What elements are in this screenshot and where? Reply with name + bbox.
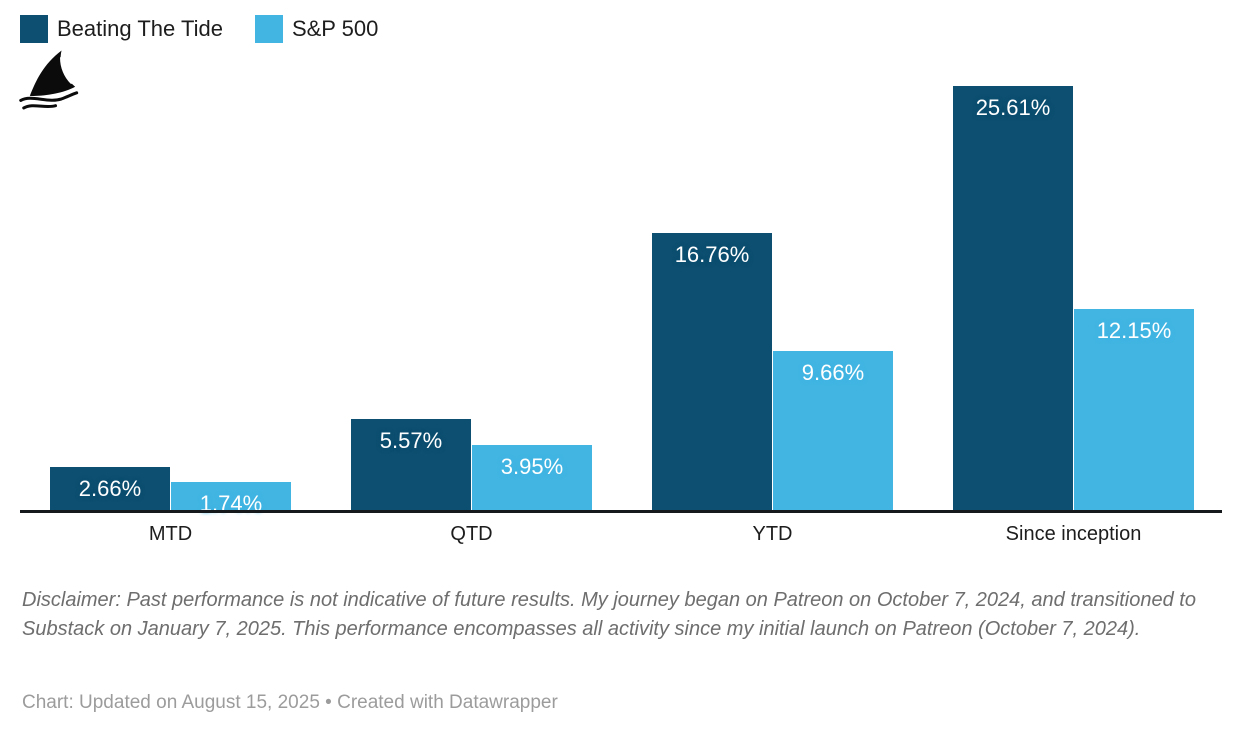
bar-sp500-ytd: 9.66% [773, 351, 893, 511]
bar-sp500-since-inception: 12.15% [1074, 309, 1194, 511]
bar-value-label: 1.74% [199, 491, 263, 516]
chart-footer-byline: Chart: Updated on August 15, 2025 • Crea… [22, 692, 558, 713]
legend-label-beating-the-tide: Beating The Tide [57, 16, 223, 41]
bar-sp500-mtd: 1.74% [171, 482, 291, 516]
plot-area: 2.66% 1.74% 5.57% 3.95% 16.76% 9.66% 25.61% 12.… [20, 86, 1222, 545]
bar-value-label: 9.66% [801, 360, 865, 385]
legend: Beating The Tide S&P 500 [20, 15, 378, 43]
legend-item-beating-the-tide: Beating The Tide [20, 15, 223, 43]
bar-beating-the-tide-mtd: 2.66% [50, 467, 170, 511]
legend-item-sp500: S&P 500 [254, 15, 379, 43]
x-axis-label-qtd: QTD [450, 523, 493, 545]
bar-sp500-qtd: 3.95% [472, 445, 592, 511]
bar-value-label: 25.61% [975, 95, 1051, 120]
bar-value-label: 3.95% [500, 454, 564, 479]
bar-value-label: 5.57% [379, 428, 443, 453]
bar-value-label: 12.15% [1096, 318, 1172, 343]
legend-swatch-dark-blue [20, 15, 48, 43]
legend-label-sp500: S&P 500 [291, 16, 379, 41]
disclaimer-text: Disclaimer: Past performance is not indi… [22, 589, 1196, 640]
x-axis-line [20, 510, 1222, 513]
bar-value-label: 16.76% [674, 242, 750, 267]
x-axis-label-ytd: YTD [752, 523, 793, 545]
bar-beating-the-tide-qtd: 5.57% [351, 419, 471, 511]
bar-beating-the-tide-since-inception: 25.61% [953, 86, 1073, 511]
bar-beating-the-tide-ytd: 16.76% [652, 233, 772, 511]
legend-swatch-light-blue [254, 15, 283, 43]
shark-fin-icon [14, 46, 94, 114]
x-axis-label-mtd: MTD [148, 523, 193, 545]
x-axis-label-since-inception: Since inception [1005, 523, 1142, 545]
bar-value-label: 2.66% [78, 476, 142, 501]
